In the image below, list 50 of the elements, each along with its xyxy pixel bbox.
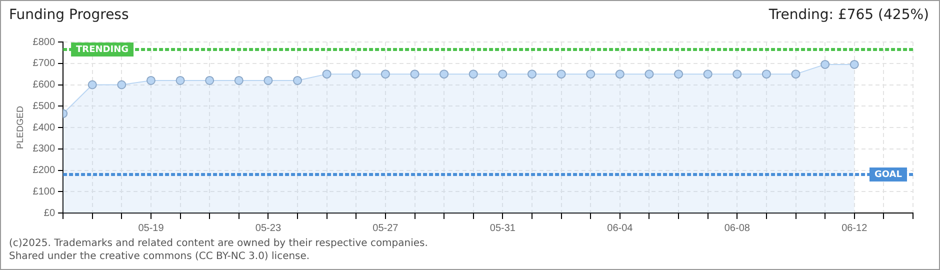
- y-tick-label: £200: [32, 165, 56, 176]
- x-tick-label: 06-04: [607, 222, 634, 234]
- point: [644, 70, 654, 79]
- point: [293, 76, 302, 85]
- x-tick-label: 05-19: [138, 222, 164, 234]
- y-tick-label: £300: [32, 144, 56, 155]
- x-tick-label: 05-23: [255, 222, 282, 234]
- y-tick-label: £800: [32, 36, 56, 48]
- point: [556, 70, 566, 79]
- point: [791, 70, 800, 79]
- point: [234, 76, 244, 85]
- point: [322, 70, 332, 79]
- y-tick-label: £600: [32, 80, 56, 90]
- chart-title: Funding Progress: [9, 7, 129, 23]
- y-tick-label: £500: [32, 100, 56, 112]
- point: [352, 70, 361, 79]
- point: [410, 70, 420, 79]
- point: [440, 70, 449, 79]
- point: [88, 80, 97, 90]
- point: [586, 70, 596, 79]
- text: Shared under the creative commons (CC BY-NC 3.0) license.: [9, 250, 311, 263]
- point: [498, 70, 508, 79]
- x-tick-label: 05-31: [490, 222, 516, 234]
- chart-subtitle: Trending: £765 (425%): [768, 7, 929, 23]
- point: [762, 70, 771, 79]
- x-tick-label: 05-27: [372, 222, 399, 234]
- point: [615, 70, 624, 79]
- y-tick-label: £400: [32, 122, 56, 134]
- point: [850, 60, 859, 69]
- x-tick-label: 06-12: [842, 222, 868, 234]
- ref-line-label: TRENDING: [76, 44, 129, 55]
- point: [176, 76, 185, 85]
- point: [527, 70, 536, 79]
- ref-line-label: GOAL: [874, 170, 902, 180]
- point: [205, 76, 214, 85]
- point: [674, 70, 684, 79]
- point: [732, 70, 742, 79]
- point: [380, 70, 390, 79]
- x-tick-label: 06-08: [724, 222, 750, 234]
- y-axis-title: PLEDGED: [14, 105, 25, 150]
- point: [146, 76, 156, 85]
- point: [117, 80, 126, 90]
- point: [264, 76, 273, 85]
- y-tick-label: £700: [32, 58, 56, 70]
- y-tick-label: £0: [44, 208, 56, 219]
- point: [468, 70, 478, 79]
- point: [703, 70, 712, 79]
- text: (c)2025. Trademarks and related content are owned by their respective companies.: [9, 237, 428, 250]
- point: [820, 60, 830, 69]
- y-tick-label: £100: [32, 186, 56, 198]
